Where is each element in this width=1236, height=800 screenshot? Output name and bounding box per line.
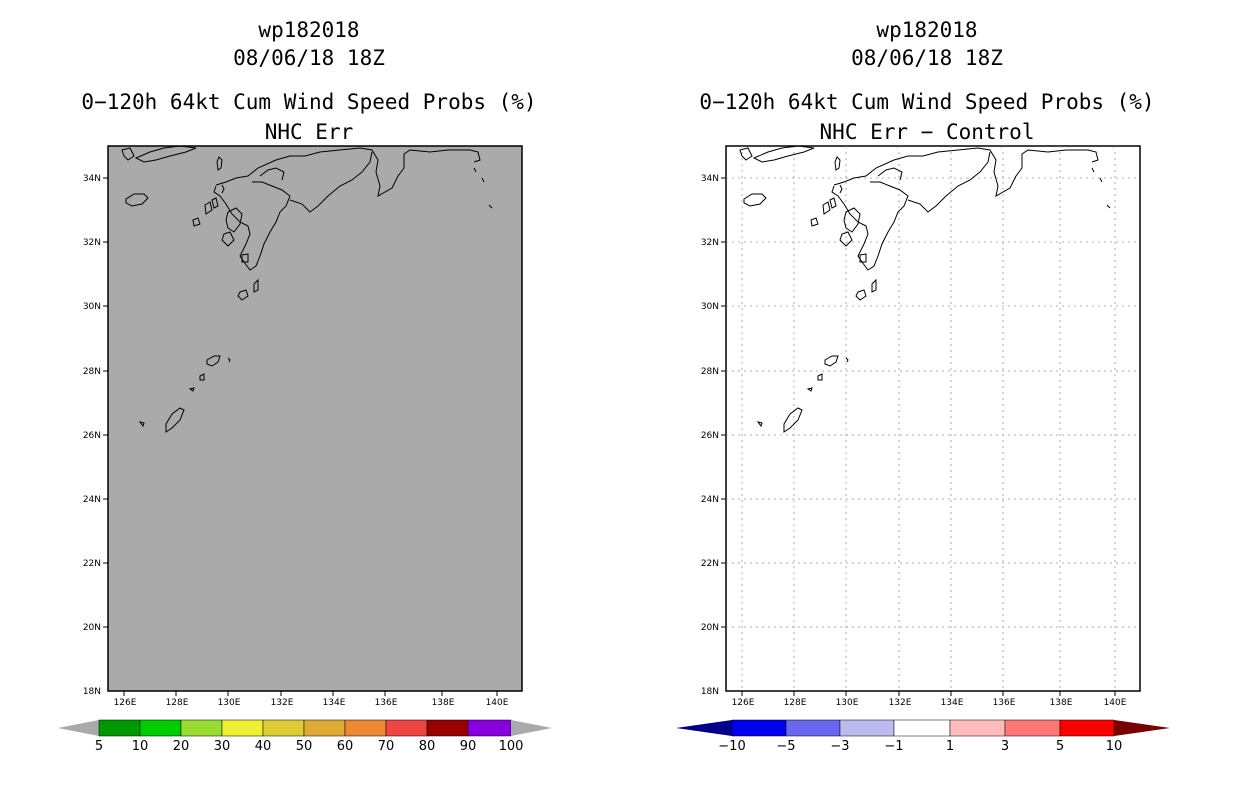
left-colorbar-label-60: 60 <box>337 739 354 754</box>
right-colorbar-swatch-5 <box>1004 719 1061 737</box>
right-lat-label-24n: 24N <box>701 495 719 505</box>
right-lat-axis: 34N 32N 30N 28N 26N 24N 22N 20N 18N <box>701 174 726 697</box>
left-lat-label-26n: 26N <box>83 431 101 441</box>
right-subtitle: NHC Err − Control <box>819 120 1035 144</box>
left-colorbar-swatch-7 <box>385 719 428 737</box>
right-lat-label-30n: 30N <box>701 302 719 312</box>
left-colorbar-swatch-2 <box>180 719 223 737</box>
right-colorbar-label-10: 10 <box>1106 739 1123 754</box>
left-lat-label-18n: 18N <box>83 687 101 697</box>
left-colorbar-high-arrow <box>511 720 552 736</box>
right-datetime: 08/06/18 18Z <box>851 46 1003 70</box>
left-coastlines <box>121 145 493 433</box>
right-lon-label-140e: 140E <box>1104 698 1127 708</box>
right-coastlines <box>739 145 1111 433</box>
left-colorbar: 5 10 20 30 40 50 60 70 80 90 100 <box>58 719 552 754</box>
left-colorbar-swatch-1 <box>139 719 182 737</box>
left-lon-label-138e: 138E <box>432 698 455 708</box>
right-lat-label-32n: 32N <box>701 238 719 248</box>
right-lon-label-130e: 130E <box>836 698 859 708</box>
right-map-area <box>725 145 1141 692</box>
right-lat-label-28n: 28N <box>701 367 719 377</box>
left-colorbar-label-30: 30 <box>214 739 231 754</box>
left-lon-label-134e: 134E <box>323 698 346 708</box>
left-lat-label-28n: 28N <box>83 367 101 377</box>
right-colorbar-swatch-1 <box>785 719 841 737</box>
left-lon-label-136e: 136E <box>375 698 398 708</box>
left-panel: wp182018 08/06/18 18Z 0−120h 64kt Cum Wi… <box>58 18 552 754</box>
right-colorbar-swatch-6 <box>1059 719 1115 737</box>
left-lat-label-22n: 22N <box>83 559 101 569</box>
left-lon-label-140e: 140E <box>486 698 509 708</box>
right-lat-label-18n: 18N <box>701 687 719 697</box>
left-colorbar-swatch-8 <box>426 719 469 737</box>
left-map-area <box>107 145 523 692</box>
left-lon-axis: 126E 128E 130E 132E 134E 136E 138E 140E <box>114 691 509 708</box>
left-lat-label-20n: 20N <box>83 623 101 633</box>
right-lat-label-22n: 22N <box>701 559 719 569</box>
right-colorbar-label-neg10: −10 <box>718 739 745 754</box>
left-colorbar-label-50: 50 <box>296 739 313 754</box>
right-lon-label-134e: 134E <box>941 698 964 708</box>
left-lat-label-34n: 34N <box>83 174 101 184</box>
right-colorbar-label-neg1: −1 <box>884 739 903 754</box>
left-colorbar-low-arrow <box>58 720 99 736</box>
left-colorbar-label-80: 80 <box>419 739 436 754</box>
left-colorbar-label-70: 70 <box>378 739 395 754</box>
right-panel: wp182018 08/06/18 18Z 0−120h 64kt Cum Wi… <box>618 0 1236 800</box>
left-lat-label-30n: 30N <box>83 302 101 312</box>
right-colorbar-label-1: 1 <box>946 739 954 754</box>
right-lat-label-20n: 20N <box>701 623 719 633</box>
right-colorbar-swatch-0 <box>731 719 787 737</box>
right-colorbar-swatch-4 <box>949 719 1006 737</box>
right-product-title: 0−120h 64kt Cum Wind Speed Probs (%) <box>699 90 1155 114</box>
left-storm-id: wp182018 <box>258 18 360 42</box>
left-lat-label-24n: 24N <box>83 495 101 505</box>
left-colorbar-swatch-3 <box>221 719 264 737</box>
left-lon-label-126e: 126E <box>114 698 137 708</box>
right-lon-label-132e: 132E <box>889 698 912 708</box>
right-lat-label-34n: 34N <box>701 174 719 184</box>
left-colorbar-swatch-4 <box>262 719 305 737</box>
right-colorbar-label-neg3: −3 <box>830 739 849 754</box>
left-datetime: 08/06/18 18Z <box>233 46 385 70</box>
right-colorbar-low-arrow <box>676 720 732 736</box>
left-colorbar-label-20: 20 <box>173 739 190 754</box>
right-colorbar-swatch-2 <box>839 719 895 737</box>
right-storm-id: wp182018 <box>876 18 978 42</box>
right-colorbar-label-5: 5 <box>1056 739 1064 754</box>
right-colorbar-swatch-3 <box>893 719 951 737</box>
left-colorbar-swatch-0 <box>98 719 141 737</box>
left-colorbar-label-90: 90 <box>460 739 477 754</box>
right-colorbar: −10 −5 −3 −1 1 3 5 10 <box>676 719 1170 754</box>
left-map: 34N 32N 30N 28N 26N 24N 22N 20N 18N 126E… <box>58 145 552 754</box>
left-lon-label-128e: 128E <box>166 698 189 708</box>
left-colorbar-swatch-5 <box>303 719 346 737</box>
right-colorbar-label-neg5: −5 <box>776 739 795 754</box>
left-colorbar-swatch-9 <box>467 719 512 737</box>
right-lon-label-128e: 128E <box>784 698 807 708</box>
left-lon-label-132e: 132E <box>271 698 294 708</box>
right-map: 34N 32N 30N 28N 26N 24N 22N 20N 18N 126E… <box>676 145 1170 754</box>
left-product-title: 0−120h 64kt Cum Wind Speed Probs (%) <box>81 90 537 114</box>
left-colorbar-label-10: 10 <box>132 739 149 754</box>
right-colorbar-label-3: 3 <box>1001 739 1009 754</box>
left-lon-label-130e: 130E <box>218 698 241 708</box>
left-subtitle: NHC Err <box>264 120 354 144</box>
right-lon-axis: 126E 128E 130E 132E 134E 136E 138E 140E <box>732 691 1127 708</box>
right-colorbar-high-arrow <box>1114 720 1170 736</box>
right-gridlines <box>726 146 1140 691</box>
left-colorbar-label-5: 5 <box>95 739 103 754</box>
right-lon-label-126e: 126E <box>732 698 755 708</box>
left-colorbar-label-100: 100 <box>499 739 524 754</box>
right-lon-label-136e: 136E <box>993 698 1016 708</box>
left-lat-axis: 34N 32N 30N 28N 26N 24N 22N 20N 18N <box>83 174 108 697</box>
right-lon-label-138e: 138E <box>1050 698 1073 708</box>
right-lat-label-26n: 26N <box>701 431 719 441</box>
left-colorbar-label-40: 40 <box>255 739 272 754</box>
left-colorbar-swatch-6 <box>344 719 387 737</box>
left-lat-label-32n: 32N <box>83 238 101 248</box>
